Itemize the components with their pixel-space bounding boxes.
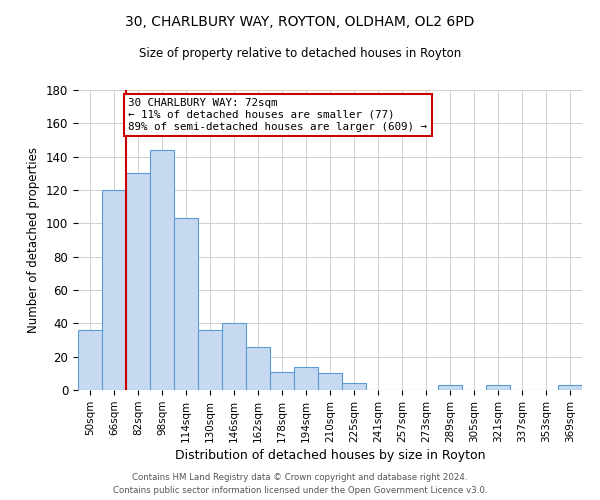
X-axis label: Distribution of detached houses by size in Royton: Distribution of detached houses by size …: [175, 449, 485, 462]
Text: Size of property relative to detached houses in Royton: Size of property relative to detached ho…: [139, 48, 461, 60]
Bar: [294, 366, 318, 390]
Bar: [438, 385, 462, 390]
Bar: [102, 190, 126, 390]
Bar: [126, 174, 150, 390]
Text: 30, CHARLBURY WAY, ROYTON, OLDHAM, OL2 6PD: 30, CHARLBURY WAY, ROYTON, OLDHAM, OL2 6…: [125, 15, 475, 29]
Bar: [342, 384, 366, 390]
Bar: [150, 150, 174, 390]
Bar: [558, 385, 582, 390]
Bar: [222, 324, 246, 390]
Bar: [318, 374, 342, 390]
Text: Contains HM Land Registry data © Crown copyright and database right 2024.
Contai: Contains HM Land Registry data © Crown c…: [113, 474, 487, 495]
Bar: [174, 218, 198, 390]
Bar: [198, 330, 222, 390]
Bar: [270, 372, 294, 390]
Bar: [486, 385, 510, 390]
Text: 30 CHARLBURY WAY: 72sqm
← 11% of detached houses are smaller (77)
89% of semi-de: 30 CHARLBURY WAY: 72sqm ← 11% of detache…: [128, 98, 427, 132]
Y-axis label: Number of detached properties: Number of detached properties: [28, 147, 40, 333]
Bar: [246, 346, 270, 390]
Bar: [78, 330, 102, 390]
